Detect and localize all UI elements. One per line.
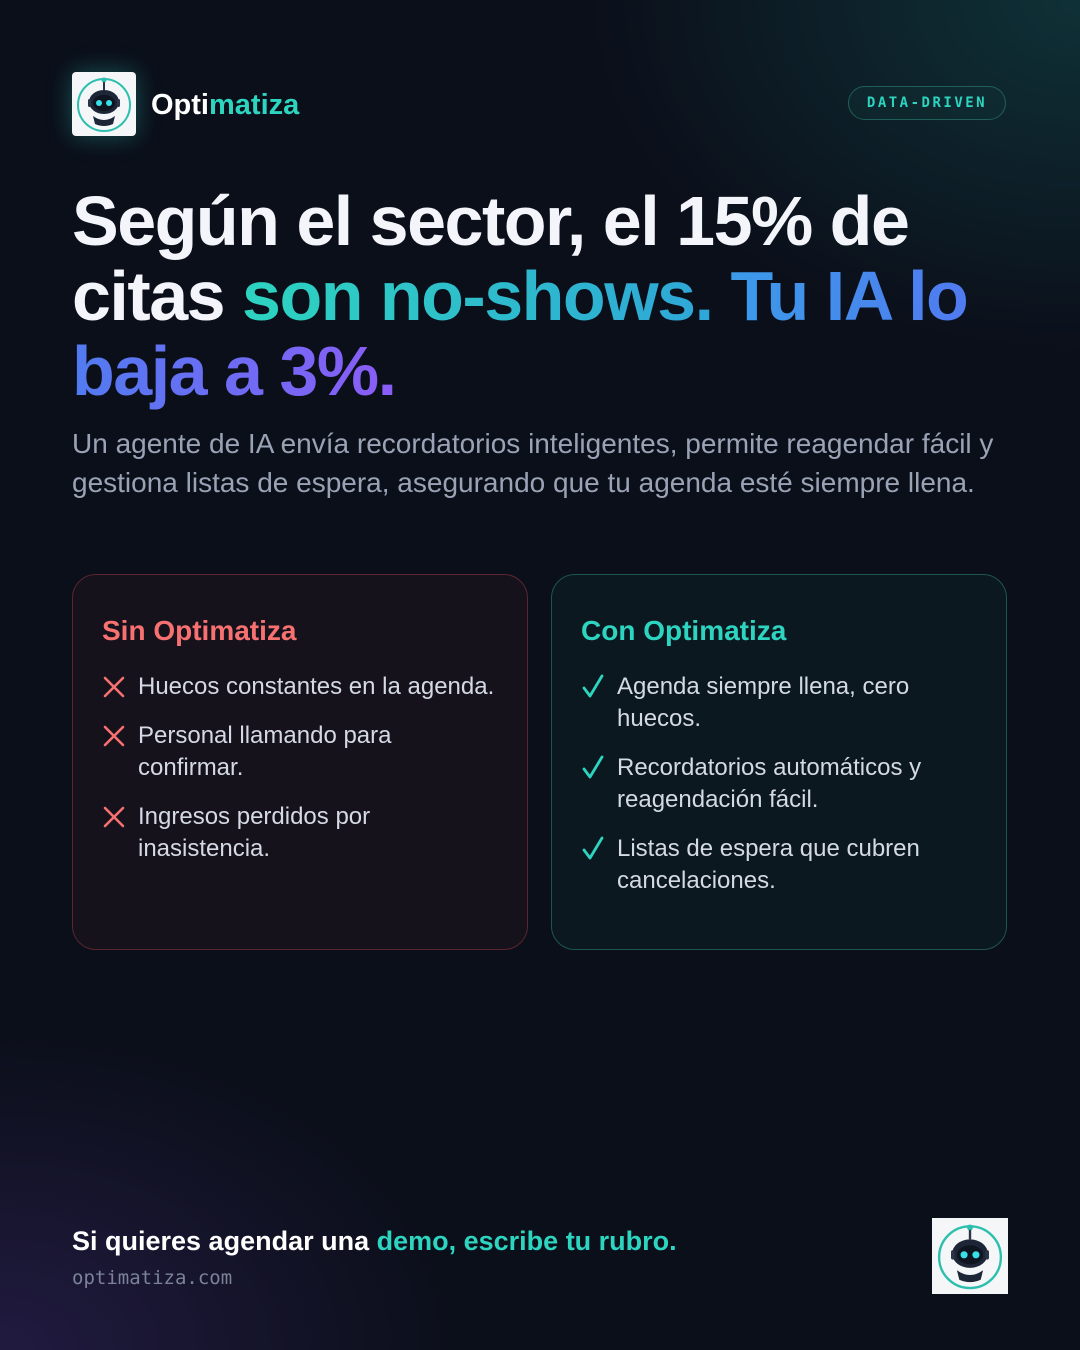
card-item: Ingresos perdidos por inasistencia. <box>102 801 499 865</box>
item-text: Huecos constantes en la agenda. <box>138 673 495 700</box>
cross-icon <box>102 801 126 833</box>
item-text: Personal llamando para confirmar. <box>138 722 392 781</box>
badge: DATA-DRIVEN <box>848 86 1006 120</box>
card-item: Agenda siempre llena, cero huecos. <box>581 671 978 735</box>
card-with: Con Optimatiza Agenda siempre llena, cer… <box>551 574 1007 950</box>
brand-logo <box>72 72 136 136</box>
headline-accent: son no-shows. <box>242 257 714 335</box>
call-to-action: Si quieres agendar una demo, escribe tu … <box>72 1226 677 1257</box>
card-without: Sin Optimatiza Huecos constantes en la a… <box>72 574 528 950</box>
brand-prefix: Opti <box>151 89 209 121</box>
card-item: Listas de espera que cubren cancelacione… <box>581 833 978 897</box>
check-icon <box>581 833 605 865</box>
item-text: Agenda siempre llena, cero huecos. <box>617 673 910 732</box>
headline: Según el sector, el 15% de citas son no-… <box>72 184 1032 409</box>
card-item: Personal llamando para confirmar. <box>102 720 499 784</box>
card-list: Huecos constantes en la agenda. Personal… <box>102 671 499 865</box>
brand-name: Optimatiza <box>151 89 299 122</box>
item-text: Ingresos perdidos por inasistencia. <box>138 803 371 862</box>
headline-emphasis: Tu IA lo baja a 3%. <box>72 257 969 410</box>
website: optimatiza.com <box>72 1267 233 1289</box>
card-list: Agenda siempre llena, cero huecos. Recor… <box>581 671 978 897</box>
check-icon <box>581 752 605 784</box>
check-icon <box>581 671 605 703</box>
card-item: Huecos constantes en la agenda. <box>102 671 499 703</box>
cross-icon <box>102 671 126 703</box>
cross-icon <box>102 720 126 752</box>
card-item: Recordatorios automáticos y reagendación… <box>581 752 978 816</box>
subtitle: Un agente de IA envía recordatorios inte… <box>72 428 994 498</box>
brand-highlight: matiza <box>209 89 300 121</box>
footer-logo <box>932 1218 1008 1294</box>
item-text: Recordatorios automáticos y reagendación… <box>617 754 922 813</box>
card-title: Sin Optimatiza <box>102 615 297 646</box>
cta-highlight: demo, escribe tu rubro. <box>376 1226 677 1256</box>
card-title: Con Optimatiza <box>581 615 787 646</box>
cta-text: Si quieres agendar una <box>72 1226 370 1256</box>
item-text: Listas de espera que cubren cancelacione… <box>617 835 920 894</box>
headline-plain: Según el sector, el 15% de citas <box>72 182 910 335</box>
